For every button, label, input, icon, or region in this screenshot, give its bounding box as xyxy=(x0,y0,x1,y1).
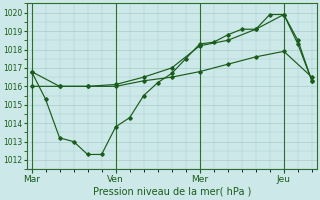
X-axis label: Pression niveau de la mer( hPa ): Pression niveau de la mer( hPa ) xyxy=(92,187,251,197)
